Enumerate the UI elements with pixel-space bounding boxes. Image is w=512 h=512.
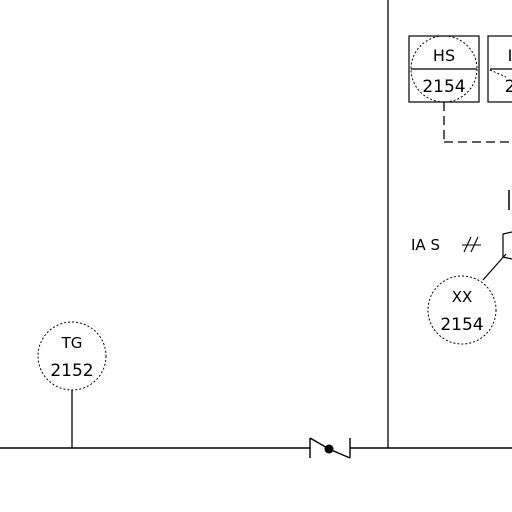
tg-tag-label: TG: [61, 334, 83, 352]
partial-tag-label: I: [508, 46, 512, 65]
instrument-partial-box[interactable]: I 2: [487, 35, 512, 103]
tg-bubble: [37, 321, 107, 391]
check-valve-symbol: [309, 437, 351, 459]
ia-signal-label: IA S: [411, 236, 440, 254]
xx-bubble: [427, 275, 497, 345]
instrument-tg-2152[interactable]: TG 2152: [37, 321, 107, 448]
hs-number-label: 2154: [422, 77, 465, 97]
xx-number-label: 2154: [440, 315, 483, 335]
xx-tag-label: XX: [452, 288, 473, 306]
partial-number-label: 2: [505, 77, 512, 97]
instrument-air-signal: IA S: [411, 231, 512, 260]
xx-connection-line: [482, 253, 507, 281]
instrument-hs-2154[interactable]: HS 2154: [408, 35, 512, 143]
instrument-xx-2154[interactable]: XX 2154: [427, 253, 507, 345]
partial-dotted-line: [489, 69, 507, 78]
actuator-symbol: [502, 231, 512, 260]
hs-tag-label: HS: [433, 46, 455, 65]
tg-number-label: 2152: [50, 361, 93, 381]
